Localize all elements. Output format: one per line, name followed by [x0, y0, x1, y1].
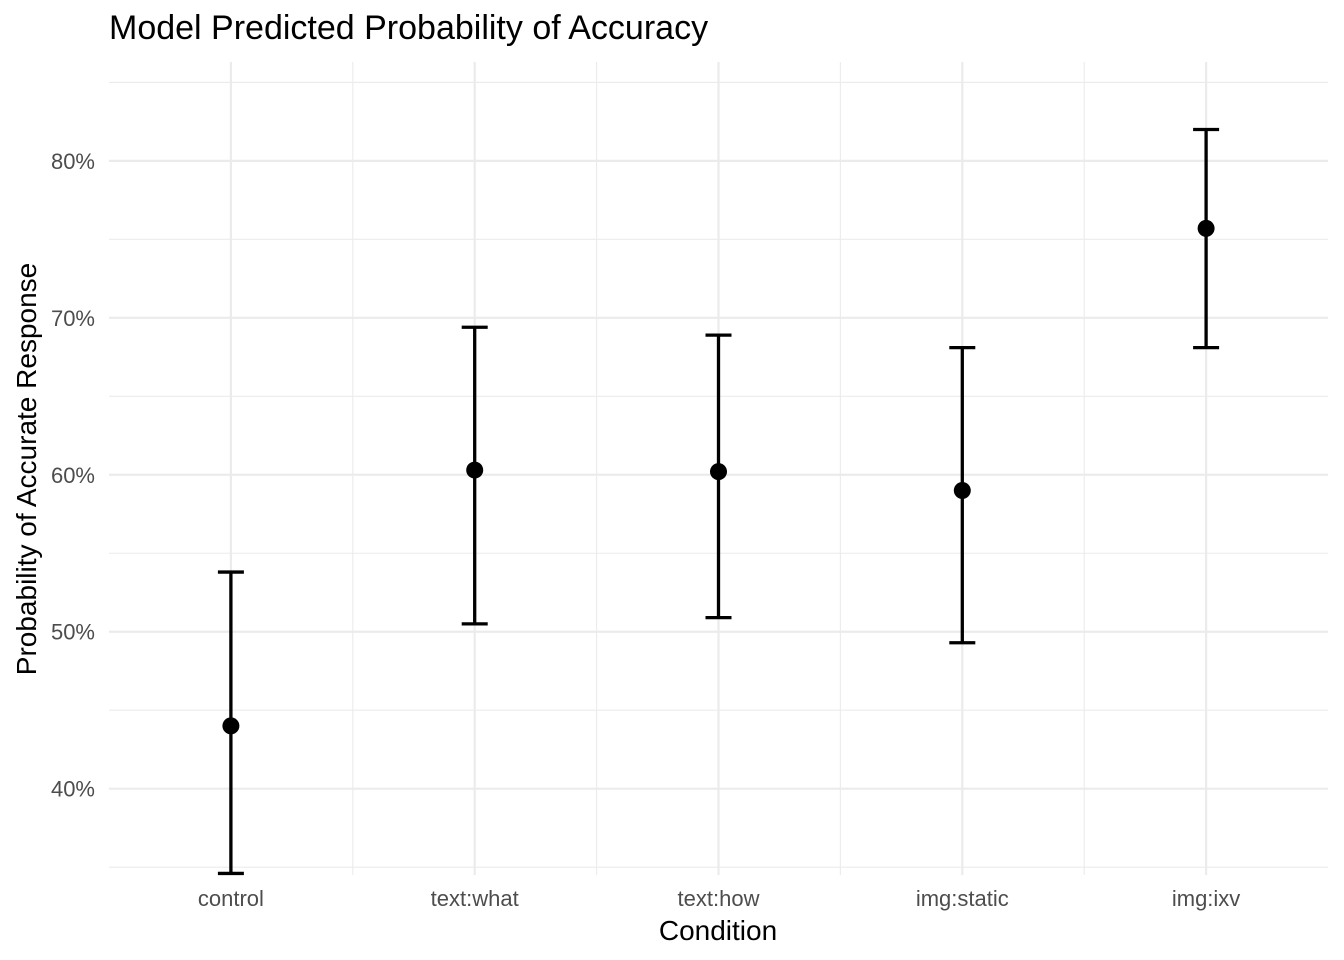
- y-tick-label: 80%: [51, 149, 95, 174]
- estimate-point: [1197, 219, 1215, 237]
- estimate-point: [953, 481, 971, 499]
- errorbar-group: [949, 345, 976, 645]
- errorbar-group: [217, 570, 244, 876]
- y-tick-label: 70%: [51, 306, 95, 331]
- data-marks: [217, 127, 1220, 876]
- x-tick-label: text:how: [678, 886, 760, 911]
- y-tick-labels: 40% 50% 60% 70% 80%: [51, 149, 95, 802]
- x-tick-label: img:ixv: [1172, 886, 1240, 911]
- errorbar-group: [1193, 127, 1220, 350]
- x-tick-labels: control text:what text:how img:static img:ix…: [198, 886, 1240, 911]
- estimate-point: [222, 717, 240, 735]
- x-tick-label: text:what: [431, 886, 519, 911]
- y-tick-label: 50%: [51, 620, 95, 645]
- y-tick-label: 60%: [51, 463, 95, 488]
- errorbar-group: [705, 333, 732, 620]
- y-tick-label: 40%: [51, 777, 95, 802]
- x-tick-label: control: [198, 886, 264, 911]
- y-axis-title: Probability of Accurate Response: [11, 263, 42, 675]
- chart-title: Model Predicted Probability of Accuracy: [109, 9, 708, 47]
- x-tick-label: img:static: [916, 886, 1009, 911]
- estimate-point: [466, 461, 484, 479]
- x-axis-title: Condition: [659, 915, 777, 946]
- errorbar-group: [461, 325, 488, 626]
- estimate-point: [710, 463, 727, 481]
